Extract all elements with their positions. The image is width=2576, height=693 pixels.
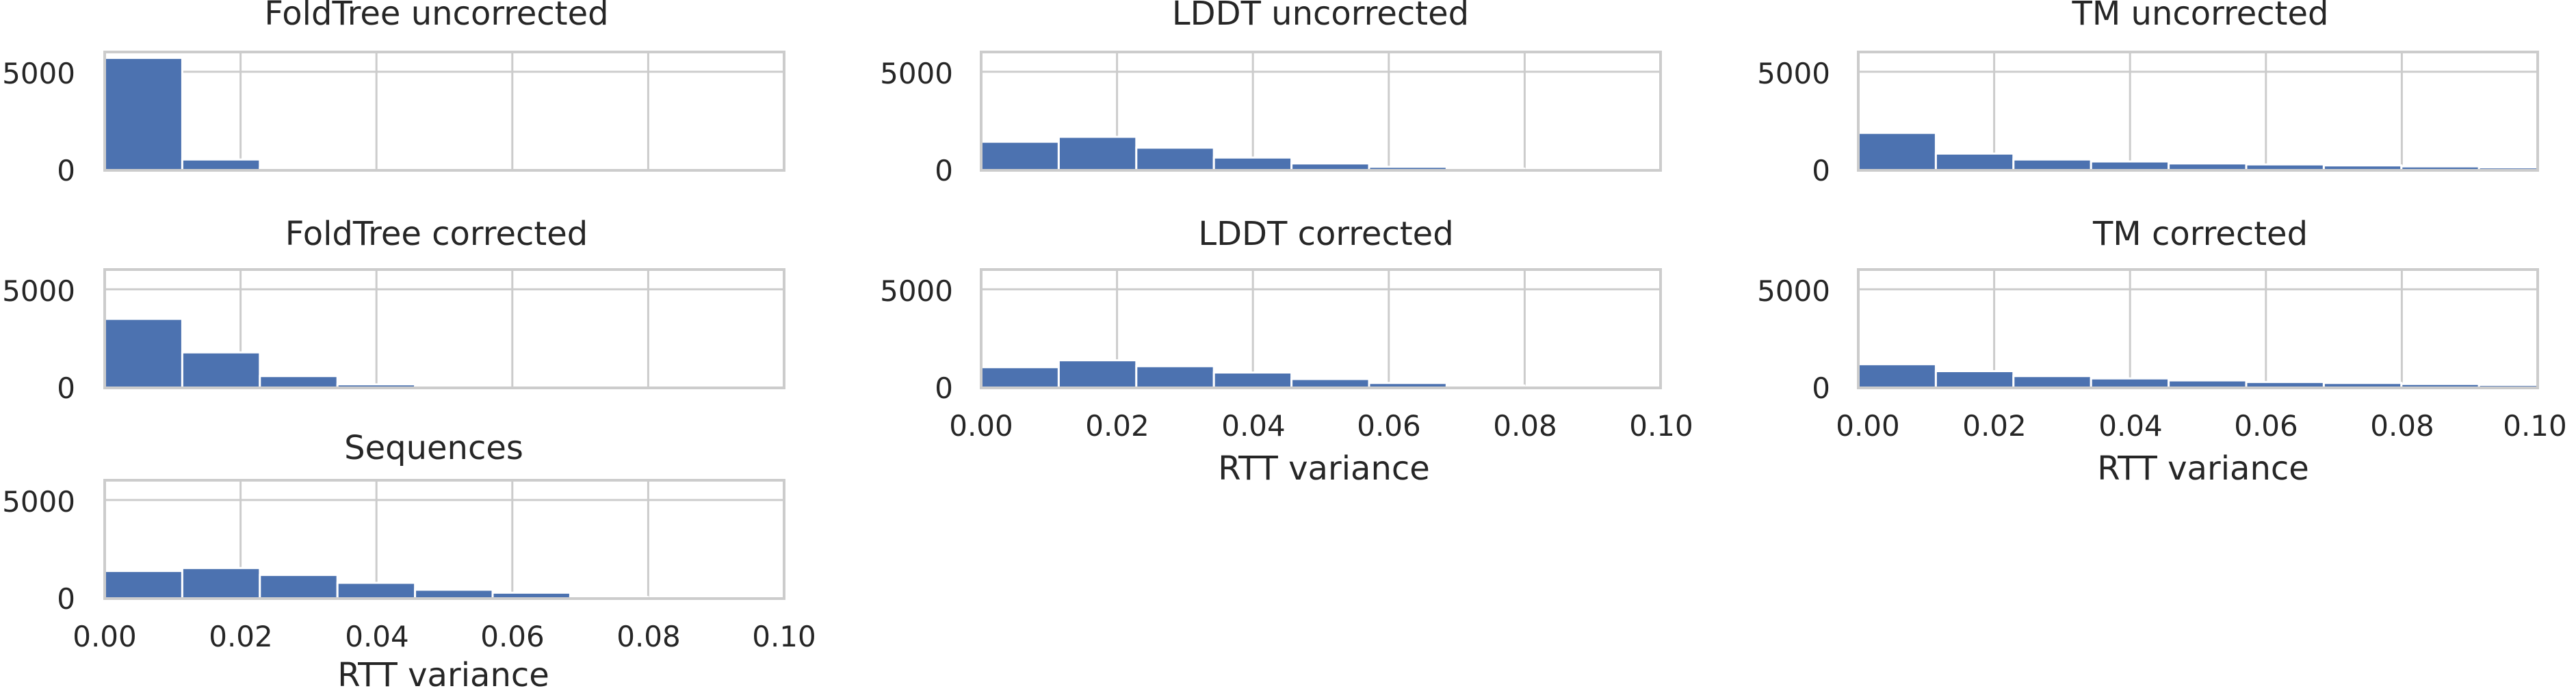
histogram-bar — [1212, 156, 1293, 172]
histogram-bar — [1135, 146, 1215, 172]
panel-foldtree-uncorrected: FoldTree uncorrected 5000 0 — [2, 0, 785, 187]
x-tick-label: 0.02 — [1962, 409, 2027, 443]
panel-title: LDDT uncorrected — [1172, 0, 1469, 33]
plot-frame — [103, 51, 785, 172]
plot-frame — [103, 268, 785, 389]
y-tick-label: 0 — [935, 154, 953, 187]
histogram-bar — [1934, 369, 2015, 389]
x-axis-label: RTT variance — [337, 656, 549, 693]
histogram-bar — [181, 158, 261, 172]
plot-frame — [1857, 51, 2539, 172]
histogram-bar — [103, 317, 183, 389]
panel-title: TM corrected — [2092, 215, 2308, 253]
x-tick-label: 0.04 — [1221, 409, 1286, 443]
histogram-bar — [1057, 135, 1138, 172]
histogram-bar — [181, 566, 261, 600]
panel-title: TM uncorrected — [2072, 0, 2329, 33]
panel-title: Sequences — [344, 429, 523, 467]
x-tick-label: 0.04 — [345, 620, 409, 653]
histogram-bar — [103, 57, 183, 172]
y-tick-label: 0 — [935, 371, 953, 405]
histogram-bar — [1135, 365, 1215, 389]
x-tick-label: 0.10 — [1629, 409, 1693, 443]
x-tick-label: 0.00 — [949, 409, 1013, 443]
y-tick-label: 0 — [1812, 371, 1830, 405]
x-tick-label: 0.08 — [2370, 409, 2434, 443]
x-tick-label: 0.02 — [1085, 409, 1149, 443]
y-tick-label: 5000 — [1757, 274, 1830, 308]
y-tick-label: 5000 — [2, 274, 75, 308]
panel-lddt-uncorrected: LDDT uncorrected 5000 0 — [880, 0, 1662, 187]
x-tick-label: 0.08 — [616, 620, 681, 653]
x-tick-label: 0.06 — [1357, 409, 1421, 443]
panel-lddt-corrected: LDDT corrected 5000 0 0.00 0.02 0.04 0.0… — [880, 215, 1693, 488]
panel-title: FoldTree corrected — [285, 215, 588, 253]
x-tick-label: 0.04 — [2098, 409, 2163, 443]
histogram-bar — [1857, 131, 1937, 172]
x-tick-label: 0.10 — [2503, 409, 2567, 443]
histogram-bar — [2012, 158, 2092, 172]
x-tick-label: 0.00 — [73, 620, 137, 653]
histogram-bar — [1212, 371, 1293, 389]
panel-title: FoldTree uncorrected — [264, 0, 608, 33]
y-tick-label: 0 — [57, 371, 75, 405]
y-tick-label: 5000 — [1757, 57, 1830, 90]
histogram-bar — [2090, 377, 2170, 389]
x-tick-label: 0.06 — [2234, 409, 2298, 443]
y-tick-label: 0 — [57, 154, 75, 187]
panel-tm-uncorrected: TM uncorrected 5000 0 — [1757, 0, 2539, 187]
histogram-bar — [980, 366, 1060, 389]
y-tick-label: 0 — [57, 582, 75, 616]
y-tick-label: 5000 — [2, 485, 75, 519]
plot-frame — [980, 51, 1662, 172]
x-tick-label: 0.08 — [1493, 409, 1557, 443]
panel-sequences: Sequences 5000 0 0.00 0.02 0.04 0.06 0.0… — [2, 429, 816, 693]
histogram-bar — [259, 573, 339, 600]
histogram-bar — [103, 570, 183, 600]
x-tick-label: 0.06 — [480, 620, 545, 653]
panel-foldtree-corrected: FoldTree corrected 5000 0 — [2, 215, 785, 405]
panel-title: LDDT corrected — [1198, 215, 1453, 253]
plot-frame — [1857, 268, 2539, 389]
plot-area — [105, 52, 784, 170]
y-tick-label: 5000 — [880, 57, 953, 90]
y-tick-label: 0 — [1812, 154, 1830, 187]
x-axis-label: RTT variance — [1218, 449, 1430, 488]
x-tick-label: 0.02 — [209, 620, 273, 653]
x-tick-label: 0.10 — [752, 620, 816, 653]
histogram-bar — [336, 581, 417, 600]
x-tick-label: 0.00 — [1836, 409, 1900, 443]
histogram-bar — [1934, 152, 2015, 172]
plot-frame — [103, 479, 785, 600]
histogram-bar — [259, 375, 339, 389]
plot-frame — [980, 268, 1662, 389]
x-axis-label: RTT variance — [2097, 449, 2309, 488]
histogram-bar — [980, 140, 1060, 172]
histogram-bar — [181, 351, 261, 389]
histogram-bar — [1057, 359, 1138, 389]
histogram-bar — [1857, 363, 1937, 389]
y-tick-label: 5000 — [2, 57, 75, 90]
panel-tm-corrected: TM corrected 5000 0 0.00 0.02 0.04 0.06 … — [1757, 215, 2567, 488]
histogram-bar — [2012, 375, 2092, 389]
y-tick-label: 5000 — [880, 274, 953, 308]
